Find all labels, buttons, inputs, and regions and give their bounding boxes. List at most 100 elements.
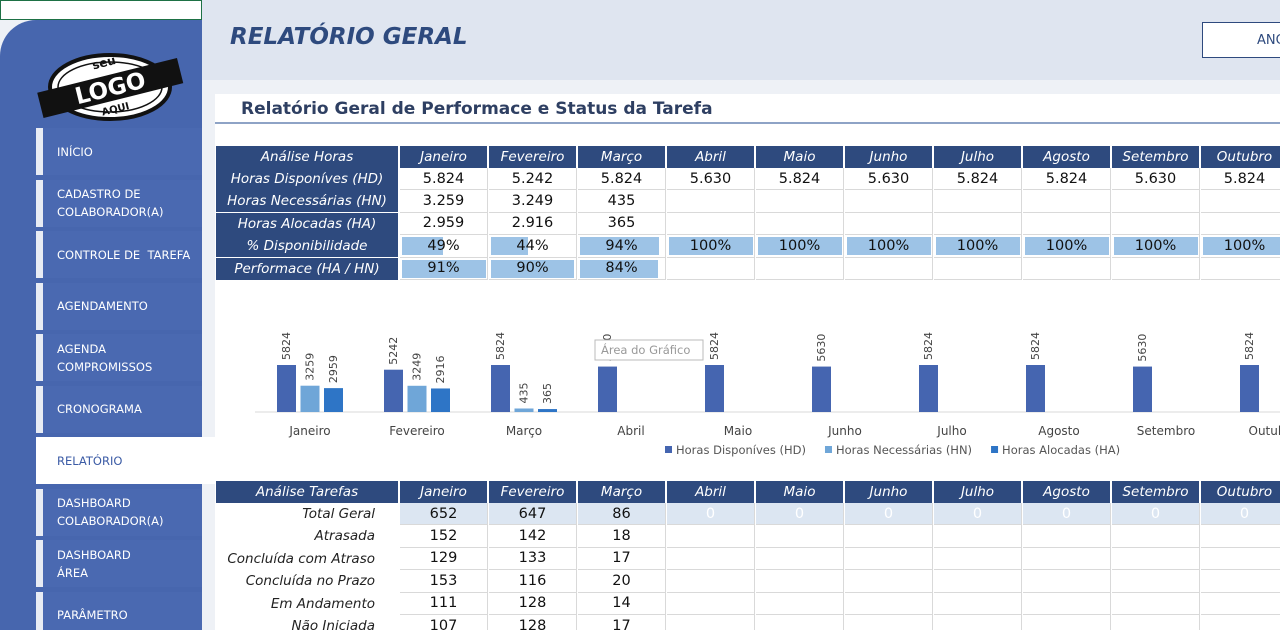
table-cell: 5.630 bbox=[845, 168, 933, 191]
menu-label-line: COLABORADOR(A) bbox=[57, 514, 164, 528]
cell-value: 5.824 bbox=[956, 170, 999, 187]
table-cell bbox=[845, 570, 933, 593]
table-cell: 128 bbox=[489, 615, 577, 630]
menu-label: AGENDA COMPROMISSOS bbox=[57, 334, 152, 381]
chart-tooltip-box bbox=[594, 339, 704, 361]
cell-value: 20 bbox=[612, 572, 631, 589]
data-bar bbox=[1114, 237, 1198, 256]
cell-value: 5.630 bbox=[1134, 170, 1177, 187]
table-cell: 100% bbox=[756, 235, 844, 258]
cell-value: 18 bbox=[612, 528, 631, 545]
menu-label: CRONOGRAMA bbox=[57, 386, 142, 433]
table-cell: 14 bbox=[578, 592, 666, 615]
year-button[interactable]: ANO bbox=[1202, 22, 1280, 58]
table-header-cell: Julho bbox=[934, 146, 1022, 168]
cell-value: 142 bbox=[518, 528, 547, 545]
bar bbox=[384, 369, 403, 412]
table-cell: 0 bbox=[845, 503, 933, 526]
cell-value: 133 bbox=[518, 550, 547, 567]
title-rule bbox=[215, 122, 1280, 124]
data-bar bbox=[847, 237, 931, 256]
table-cell: 129 bbox=[400, 547, 488, 571]
menu-label: CONTROLE DE TAREFA bbox=[57, 231, 190, 278]
legend-swatch bbox=[991, 446, 999, 453]
bar-value-label: 3249 bbox=[411, 353, 424, 381]
menu-marker bbox=[36, 334, 43, 381]
bar bbox=[919, 365, 938, 412]
bar bbox=[324, 388, 343, 412]
menu-marker bbox=[36, 385, 43, 433]
menu-item[interactable]: PARÂMETRO bbox=[36, 591, 202, 630]
table-header-cell: Setembro bbox=[1112, 481, 1200, 503]
table-cell bbox=[756, 615, 844, 630]
report-panel: Relatório Geral de Performace e Status d… bbox=[215, 94, 1280, 630]
menu-label-line: CADASTRO DE bbox=[57, 187, 141, 201]
table-cell bbox=[1023, 190, 1111, 213]
menu-label: RELATÓRIO bbox=[57, 437, 122, 484]
bar bbox=[1026, 365, 1045, 412]
table-cell bbox=[1023, 570, 1111, 593]
table-cell: 5.630 bbox=[667, 168, 755, 191]
menu-item[interactable]: INÍCIO bbox=[36, 128, 202, 175]
table-cell: 3.259 bbox=[400, 190, 488, 213]
category-label: Julho bbox=[936, 424, 966, 438]
menu-item[interactable]: CRONOGRAMA bbox=[36, 385, 202, 433]
menu-item[interactable]: CONTROLE DE TAREFA bbox=[36, 231, 202, 278]
table-cell: 0 bbox=[1201, 503, 1280, 526]
table-cell bbox=[667, 190, 755, 213]
bar bbox=[598, 366, 617, 412]
table-header-cell: Outubro bbox=[1201, 481, 1280, 503]
table-cell: 84% bbox=[578, 257, 666, 280]
report-title: Relatório Geral de Performace e Status d… bbox=[241, 99, 713, 119]
logo: seu LOGO AQUI bbox=[37, 53, 184, 121]
menu-label: DASHBOARD COLABORADOR(A) bbox=[57, 489, 164, 536]
row-label: Atrasada bbox=[314, 528, 376, 545]
cell-value: 0 bbox=[794, 505, 805, 522]
menu-item[interactable]: RELATÓRIO bbox=[36, 437, 215, 484]
menu-label-line: CRONOGRAMA bbox=[57, 402, 142, 416]
cell-value: 100% bbox=[778, 237, 821, 254]
menu-item[interactable]: CADASTRO DE COLABORADOR(A) bbox=[36, 179, 202, 227]
table-cell: 100% bbox=[1201, 235, 1280, 258]
table-cell bbox=[845, 615, 933, 630]
cell-value: 100% bbox=[1223, 237, 1266, 254]
menu-label-line: AGENDAMENTO bbox=[57, 299, 148, 313]
menu-item[interactable]: AGENDAMENTO bbox=[36, 282, 202, 330]
table-cell: 90% bbox=[489, 257, 577, 280]
table-header-cell: Janeiro bbox=[400, 481, 488, 503]
menu-item[interactable]: DASHBOARD ÁREA bbox=[36, 540, 202, 587]
table-cell: 86 bbox=[578, 503, 666, 526]
cell-value: 0 bbox=[1150, 505, 1161, 522]
bar-value-label: 5630 bbox=[815, 334, 828, 362]
table-cell: 435 bbox=[578, 190, 666, 213]
menu-item[interactable]: DASHBOARD COLABORADOR(A) bbox=[36, 488, 202, 536]
table-cell bbox=[756, 212, 844, 236]
table-cell bbox=[934, 615, 1022, 630]
cell-value: 5.824 bbox=[600, 170, 643, 187]
menu-label-line: COMPROMISSOS bbox=[57, 359, 153, 374]
table-cell bbox=[1112, 570, 1200, 593]
table-cell: 111 bbox=[400, 592, 488, 615]
cell-value: 652 bbox=[429, 505, 458, 522]
table-cell bbox=[1023, 592, 1111, 615]
table-cell: 128 bbox=[489, 592, 577, 615]
menu-label-line: AGENDA bbox=[57, 341, 106, 356]
menu-item[interactable]: AGENDA COMPROMISSOS bbox=[36, 334, 202, 381]
table-cell: 652 bbox=[400, 503, 488, 526]
table-header-cell: Janeiro bbox=[400, 146, 488, 168]
table-header-cell: Análise Horas bbox=[216, 146, 399, 168]
table-cell bbox=[1023, 525, 1111, 548]
data-bar bbox=[580, 237, 659, 256]
table-cell: 133 bbox=[489, 547, 577, 571]
table-cell bbox=[1112, 212, 1200, 236]
table-cell: 20 bbox=[578, 570, 666, 593]
table-cell: 365 bbox=[578, 212, 666, 236]
table-cell bbox=[1201, 615, 1280, 630]
cell-value: 17 bbox=[612, 550, 631, 567]
table-header-cell: Análise Tarefas bbox=[216, 481, 399, 503]
table-cell bbox=[667, 592, 755, 615]
logo-top: seu bbox=[91, 53, 118, 72]
category-label: Abril bbox=[617, 424, 644, 438]
menu-label-line: DASHBOARD bbox=[57, 547, 131, 562]
table-cell bbox=[667, 547, 755, 571]
